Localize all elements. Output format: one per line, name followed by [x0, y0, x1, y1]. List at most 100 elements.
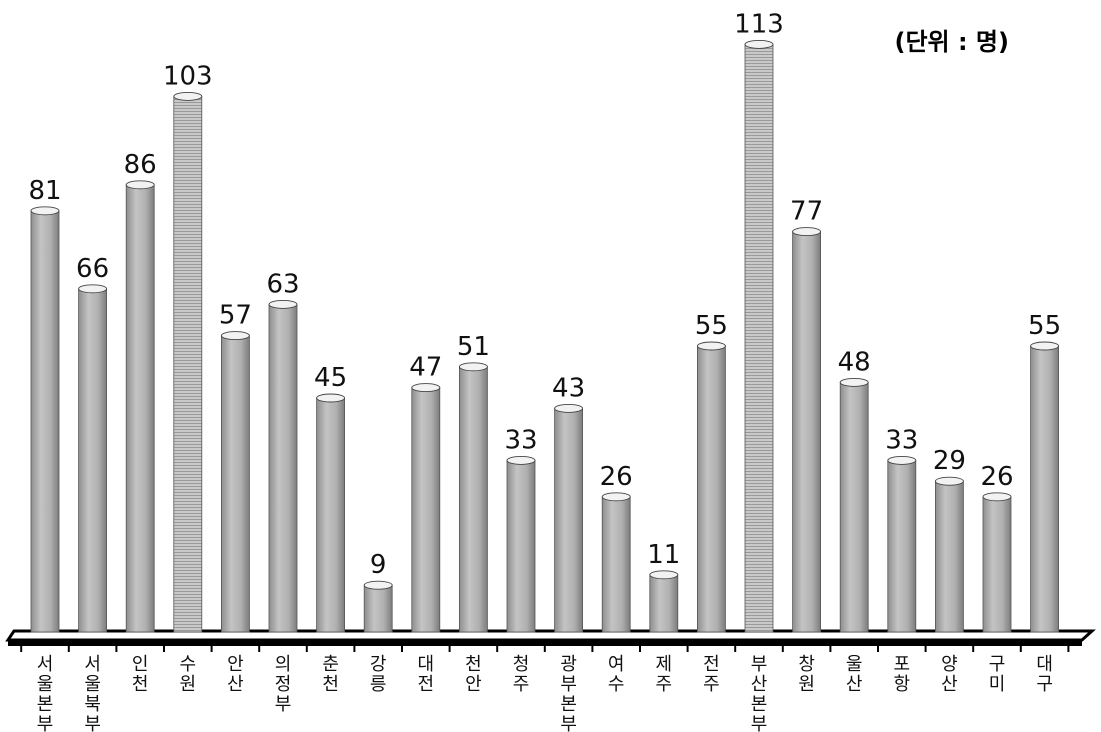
- bar: [934, 476, 964, 633]
- bar: [554, 403, 584, 633]
- bar-body: [887, 459, 917, 633]
- bar: [839, 377, 869, 633]
- value-label: 86: [124, 150, 157, 180]
- value-label: 43: [552, 373, 585, 403]
- unit-label: (단위 : 명): [894, 28, 1010, 56]
- value-label: 33: [504, 425, 537, 455]
- value-label: 48: [838, 347, 871, 377]
- bar-cap: [696, 341, 726, 351]
- bar-body: [839, 381, 869, 633]
- bar: [649, 570, 679, 633]
- bar: [220, 331, 250, 633]
- bar-cap: [601, 492, 631, 502]
- value-label: 11: [647, 540, 680, 570]
- value-label: 113: [734, 9, 784, 39]
- bar-cap: [506, 455, 536, 465]
- value-label: 29: [933, 446, 966, 476]
- value-label: 66: [76, 254, 109, 284]
- bar-body: [411, 387, 441, 633]
- bar: [173, 91, 203, 633]
- chart-floor: [5, 629, 1096, 652]
- bar-body: [220, 335, 250, 633]
- floor-top: [5, 629, 1096, 642]
- bar-cap: [744, 39, 774, 49]
- bar-body: [363, 584, 393, 633]
- bar-cap: [316, 393, 346, 403]
- bar-body: [744, 44, 774, 633]
- bar-body: [601, 496, 631, 633]
- value-label: 57: [219, 301, 252, 331]
- bar: [1030, 341, 1060, 633]
- bar: [601, 492, 631, 633]
- bar-cap: [220, 331, 250, 341]
- value-label: 51: [457, 332, 490, 362]
- bar: [316, 393, 346, 633]
- value-label: 81: [28, 176, 61, 206]
- bar-cap: [839, 377, 869, 387]
- bar-cap: [363, 580, 393, 590]
- bar-body: [554, 407, 583, 633]
- bar-body: [935, 480, 964, 633]
- bar-cap: [30, 206, 60, 216]
- bar: [744, 39, 774, 633]
- bar-cap: [649, 570, 679, 580]
- bar: [363, 580, 393, 633]
- bar: [792, 227, 822, 633]
- bar: [982, 492, 1012, 633]
- bar-body: [316, 397, 346, 633]
- bar-cap: [887, 455, 917, 465]
- bar-cap: [982, 492, 1012, 502]
- value-label: 63: [266, 269, 299, 299]
- bar-body: [30, 210, 60, 633]
- bar: [125, 180, 155, 633]
- bar-body: [506, 459, 536, 633]
- bar-cap: [934, 476, 964, 486]
- bar-body: [125, 184, 155, 633]
- value-label: 47: [409, 353, 442, 383]
- bar-body: [982, 496, 1012, 633]
- bar-cap: [268, 299, 298, 309]
- bar-cap: [792, 227, 822, 237]
- bar-body: [792, 231, 821, 633]
- bar: [411, 383, 441, 633]
- value-label: 26: [600, 462, 633, 492]
- bar-cap: [1030, 341, 1060, 351]
- value-label: 26: [980, 462, 1013, 492]
- value-label: 55: [695, 311, 728, 341]
- bar: [506, 455, 536, 633]
- bar-body: [78, 288, 107, 633]
- bar: [30, 206, 60, 633]
- value-label: 9: [370, 550, 387, 580]
- bar-body: [697, 345, 726, 633]
- bar-cap: [78, 284, 108, 294]
- bar-body: [1030, 345, 1059, 633]
- bar-cap: [125, 180, 155, 190]
- bar-cap: [554, 403, 584, 413]
- bar: [458, 362, 488, 633]
- value-label: 55: [1028, 311, 1061, 341]
- bar-cap: [173, 91, 203, 101]
- bar: [696, 341, 726, 633]
- bar-body: [268, 303, 298, 633]
- bar: [78, 284, 108, 633]
- value-label: 33: [885, 425, 918, 455]
- bar-cap: [458, 362, 488, 372]
- bar-body: [458, 366, 488, 633]
